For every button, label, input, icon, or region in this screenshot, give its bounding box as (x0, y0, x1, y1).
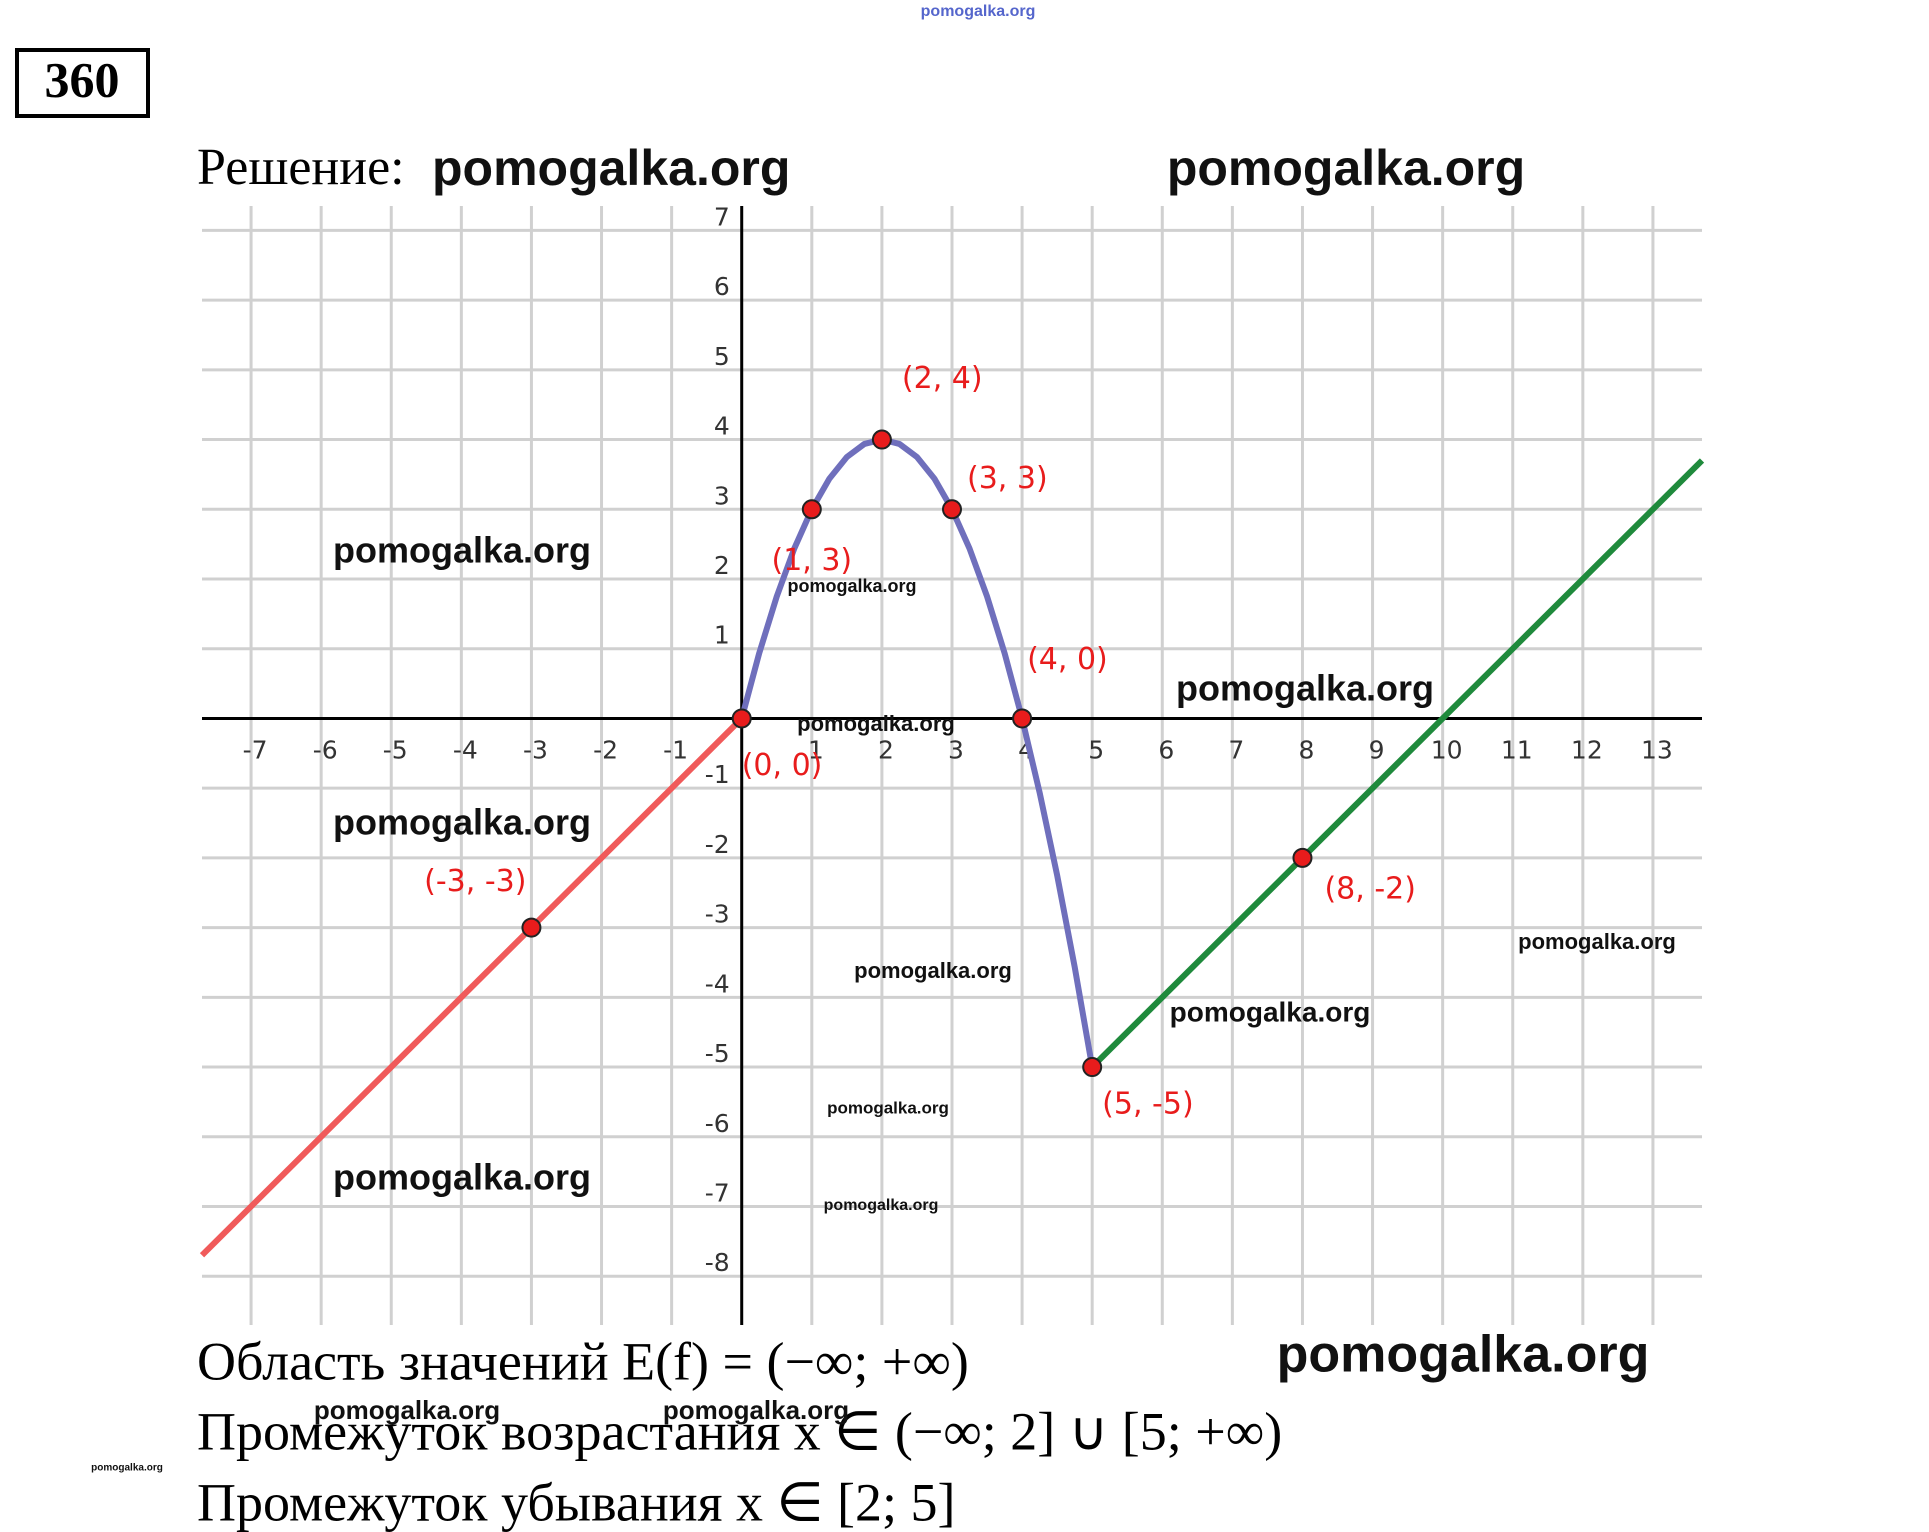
watermark: pomogalka.org (333, 802, 591, 843)
y-tick-label: 5 (714, 342, 730, 371)
y-tick-label: 2 (714, 551, 730, 580)
watermark: pomogalka.org (1167, 140, 1525, 196)
watermark: pomogalka.org (1176, 668, 1434, 709)
y-tick-label: -4 (705, 969, 730, 998)
x-tick-label: -3 (523, 735, 548, 764)
point-label: (5, -5) (1102, 1087, 1193, 1122)
x-tick-label: 1 (808, 735, 824, 764)
x-tick-label: 8 (1299, 735, 1315, 764)
point-label: (2, 4) (902, 361, 983, 396)
watermark: pomogalka.org (663, 1395, 849, 1425)
x-tick-label: 2 (878, 735, 894, 764)
watermark: pomogalka.org (824, 1197, 939, 1214)
watermark: pomogalka.org (314, 1395, 500, 1425)
x-tick-label: 13 (1641, 735, 1673, 764)
point (1082, 1057, 1103, 1078)
y-tick-label: -5 (705, 1039, 730, 1068)
watermark: pomogalka.org (827, 1098, 949, 1117)
point (731, 708, 752, 729)
y-tick-label: 7 (714, 202, 730, 231)
x-tick-label: -7 (243, 735, 268, 764)
point (1012, 708, 1033, 729)
conclusion: Промежуток убывания x ∈ [2; 5] (197, 1472, 955, 1532)
point (942, 499, 962, 520)
x-tick-label: -6 (313, 735, 338, 764)
watermark: pomogalka.org (333, 530, 591, 571)
watermark: pomogalka.org (854, 958, 1012, 983)
solution-label: Решение: (197, 139, 405, 196)
watermark: pomogalka.org (921, 3, 1036, 20)
y-tick-label: -6 (705, 1109, 730, 1138)
y-tick-label: 4 (714, 412, 730, 441)
graph: -7 -6 -5 -4 -3 -2 -1 1 2 3 4 5 6 7 8 9 10 11 12 13-8-7-6-5-… (199, 202, 1705, 1325)
x-tick-label: 10 (1431, 735, 1463, 764)
y-tick-label: -8 (705, 1248, 730, 1277)
x-tick-label: 11 (1501, 735, 1533, 764)
y-tick-label: -1 (705, 760, 730, 789)
x-tick-label: 12 (1571, 735, 1603, 764)
watermark: pomogalka.org (1277, 1326, 1650, 1384)
x-tick-label: -4 (453, 735, 478, 764)
x-tick-label: 5 (1088, 735, 1104, 764)
point-label: (8, -2) (1324, 871, 1415, 906)
watermark: pomogalka.org (91, 1463, 163, 1474)
y-tick-label: -3 (705, 900, 730, 929)
point-label: (1, 3) (771, 543, 852, 578)
point (521, 917, 542, 938)
watermarks: pomogalka.org pomogalka.org pomogalka.or… (91, 3, 1676, 1473)
watermark: pomogalka.org (1170, 996, 1371, 1027)
watermark: pomogalka.org (787, 576, 916, 596)
problem-number: 360 (45, 51, 120, 107)
point (1292, 847, 1313, 868)
point (801, 499, 822, 520)
x-tick-label: 7 (1228, 735, 1244, 764)
watermark: pomogalka.org (1518, 929, 1676, 954)
watermark: pomogalka.org (797, 711, 955, 736)
conclusion: Область значений E(f) = (−∞; +∞) (197, 1331, 969, 1391)
x-tick-label: 6 (1158, 735, 1174, 764)
y-tick-label: -7 (705, 1178, 730, 1207)
x-tick-label: -5 (383, 735, 408, 764)
function-line (1090, 458, 1705, 1070)
point (871, 429, 892, 450)
function-line (738, 436, 1096, 1068)
point-label: (-3, -3) (424, 864, 526, 899)
y-tick-label: 1 (714, 621, 730, 650)
watermark: pomogalka.org (432, 140, 790, 196)
y-tick-label: 6 (714, 272, 730, 301)
watermark: pomogalka.org (333, 1157, 591, 1198)
x-tick-label: -2 (593, 735, 618, 764)
x-tick-label: 9 (1369, 735, 1385, 764)
point-label: (0, 0) (742, 748, 823, 783)
y-tick-label: 3 (714, 481, 730, 510)
conclusion: Промежуток возрастания x ∈ (−∞; 2] ∪ [5;… (197, 1401, 1282, 1461)
x-tick-label: 3 (948, 735, 964, 764)
point-label: (4, 0) (1027, 642, 1108, 677)
number-box (15, 48, 150, 118)
point-label: (3, 3) (967, 461, 1048, 496)
y-tick-label: -2 (705, 830, 730, 859)
x-tick-label: -1 (663, 735, 688, 764)
